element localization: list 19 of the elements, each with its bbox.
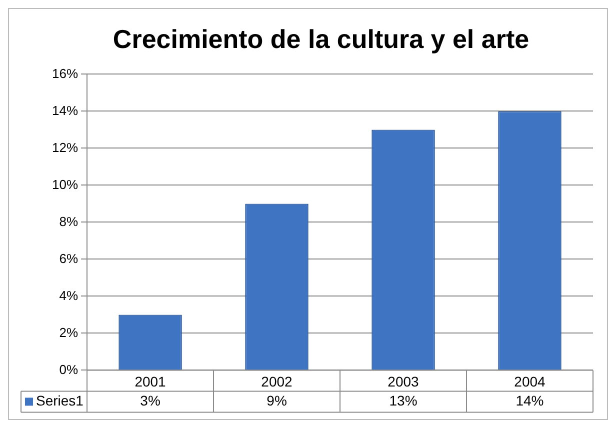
x-tick-label: 2003 [388,373,420,390]
y-tick-label: 12% [52,140,78,155]
legend-label: Series1 [36,392,84,409]
y-tick-label: 6% [59,250,78,266]
x-tick-label: 2001 [134,373,166,390]
data-label: 9% [266,392,287,409]
data-label: 14% [516,392,544,409]
y-tick-label: 0% [59,362,78,377]
y-tick-label: 8% [59,214,78,229]
y-tick-label: 16% [52,66,78,81]
y-tick-label: 4% [59,288,78,303]
chart-title: Crecimiento de la cultura y el arte [112,24,530,54]
y-tick-label: 14% [52,102,78,118]
y-tick-label: 10% [52,176,78,192]
x-tick-label: 2004 [514,373,546,390]
y-tick-label: 2% [59,324,78,340]
data-label: 13% [389,392,418,409]
data-label: 3% [140,392,160,409]
x-tick-label: 2002 [261,373,293,390]
